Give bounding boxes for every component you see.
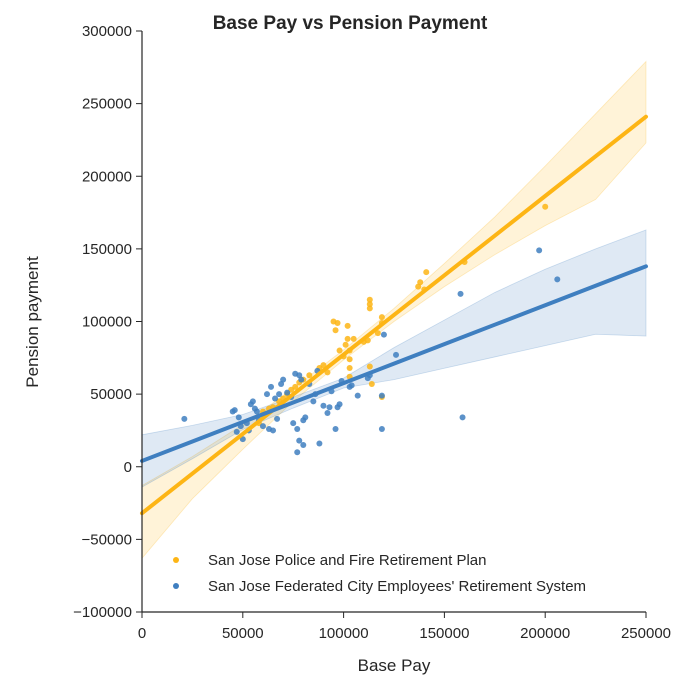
y-tick-label: 250000 [82,96,132,113]
data-point [235,414,242,421]
y-tick-label: 300000 [82,23,132,40]
data-point [316,440,323,447]
data-point [300,441,307,448]
data-point [346,364,353,371]
data-point [249,398,256,405]
data-point [393,351,400,358]
data-point [350,335,357,342]
confidence-band-1 [141,229,647,488]
regression-line-1 [140,264,648,463]
legend-marker-police-fire [173,557,179,563]
data-point [366,363,373,370]
data-point [334,319,341,326]
legend: San Jose Police and Fire Retirement Plan… [173,552,586,595]
data-point [366,301,373,308]
legend-label-police-fire: San Jose Police and Fire Retirement Plan [208,552,486,569]
data-point [290,420,297,427]
data-point [294,449,301,456]
data-point [366,296,373,303]
data-point [332,327,339,334]
legend-label-federated: San Jose Federated City Employees' Retir… [208,578,586,595]
data-point [344,335,351,342]
data-point [326,404,333,411]
x-tick-label: 0 [138,625,146,642]
data-point [253,408,260,415]
data-point [378,425,385,432]
data-point [332,425,339,432]
data-point [459,414,466,421]
data-point [417,279,424,286]
data-point [366,305,373,312]
x-tick-label: 100000 [319,625,369,642]
data-point [270,427,277,434]
data-point [231,407,238,414]
data-point [344,322,351,329]
x-ticks: 0 50000 100000 150000 200000 250000 [138,612,671,642]
data-point [374,330,381,337]
y-tick-label: 150000 [82,241,132,258]
y-tick-label: 100000 [82,314,132,331]
data-point [378,392,385,399]
data-point [306,372,313,379]
data-point [324,410,331,417]
data-point [263,391,270,398]
data-point [276,391,283,398]
data-point [268,383,275,390]
x-axis-label: Base Pay [358,656,431,675]
regression-lines [140,114,648,516]
y-ticks: −100000 −50000 0 50000 100000 150000 200000 250… [73,23,142,621]
data-point [536,247,543,254]
data-point [298,376,305,383]
y-axis-label: Pension payment [23,256,42,388]
y-tick-label: 0 [124,459,132,476]
confidence-bands [141,60,647,560]
data-point [259,423,266,430]
data-point [380,331,387,338]
data-point [233,428,240,435]
data-point [336,347,343,354]
data-point [320,402,327,409]
data-point [554,276,561,283]
data-point [457,290,464,297]
regression-line-0 [140,114,648,516]
y-tick-label: 200000 [82,168,132,185]
data-point [274,415,281,422]
data-point [294,425,301,432]
data-point [296,437,303,444]
y-tick-label: 50000 [90,386,132,403]
y-tick-label: −100000 [73,604,132,621]
data-point [280,376,287,383]
data-point [348,382,355,389]
data-point [302,414,309,421]
data-point [239,436,246,443]
x-tick-label: 50000 [222,625,264,642]
data-point [336,401,343,408]
data-point [320,362,327,369]
data-point [284,389,291,396]
data-point [542,203,549,210]
data-point [354,392,361,399]
chart-title: Base Pay vs Pension Payment [213,13,488,34]
data-point [368,380,375,387]
data-point [346,356,353,363]
x-tick-label: 250000 [621,625,671,642]
data-point [342,341,349,348]
data-point [292,383,299,390]
y-tick-label: −50000 [82,531,132,548]
data-point [423,269,430,276]
scatter-points [181,203,561,456]
data-point [378,314,385,321]
x-tick-label: 150000 [419,625,469,642]
legend-marker-federated [173,583,179,589]
data-point [181,415,188,422]
data-point [272,395,279,402]
data-point [310,398,317,405]
x-tick-label: 200000 [520,625,570,642]
